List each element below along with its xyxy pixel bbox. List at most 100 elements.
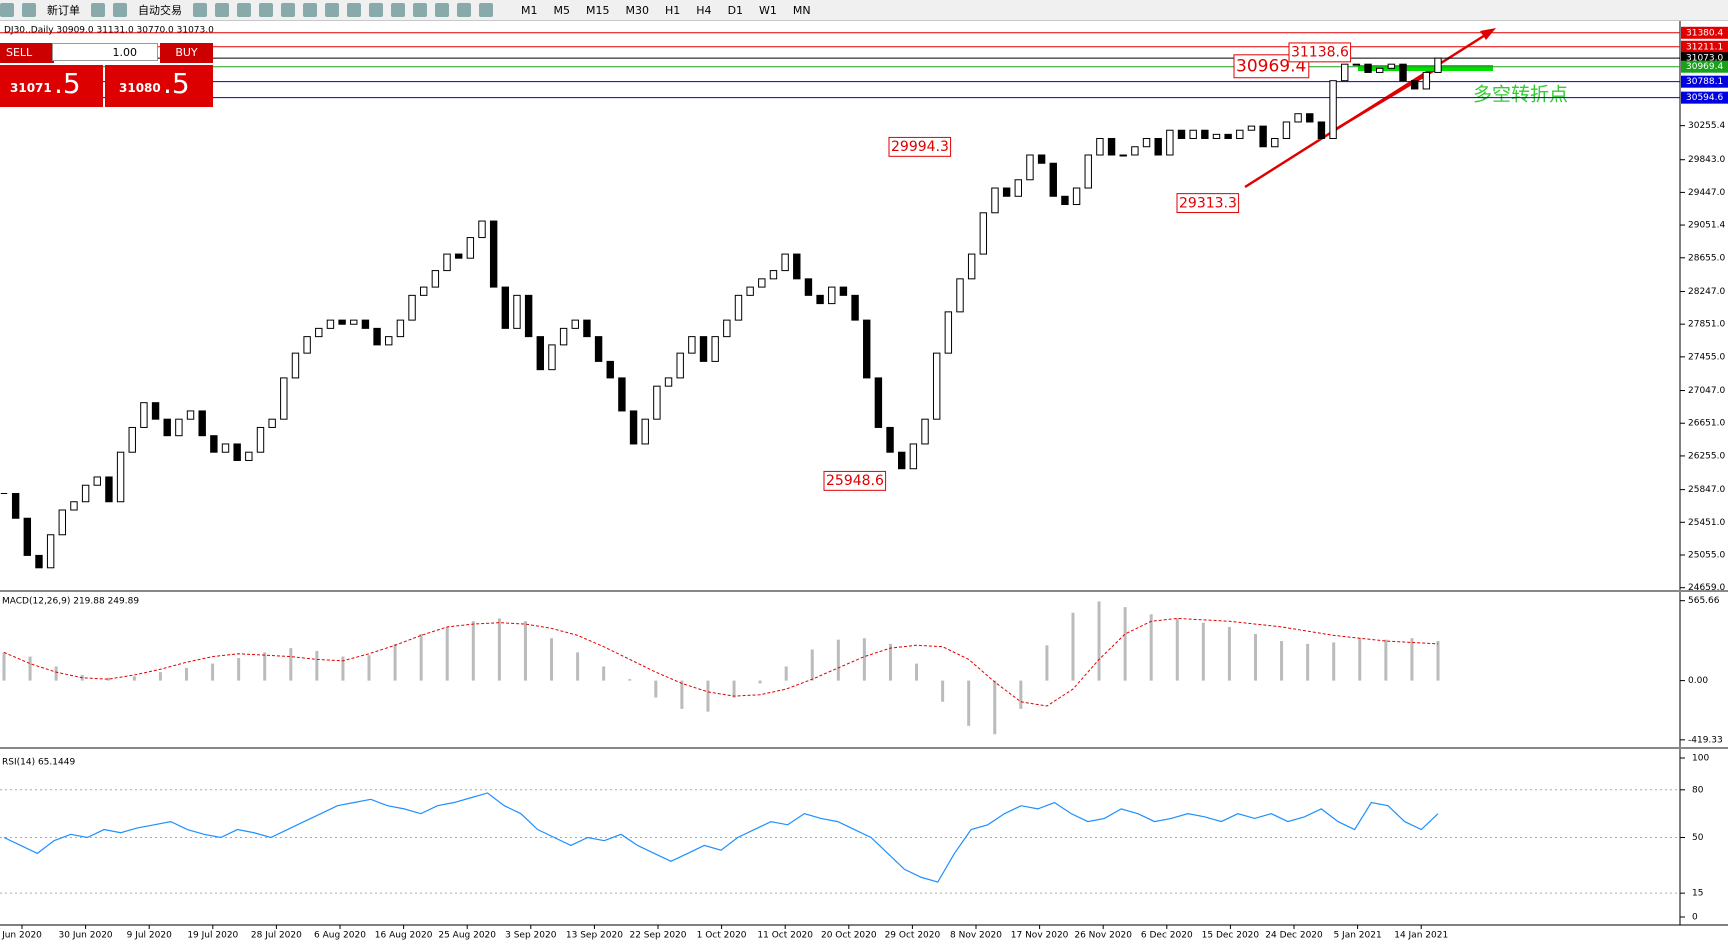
icon[interactable] xyxy=(369,3,383,17)
candle xyxy=(408,294,416,321)
price-annotation-box xyxy=(888,136,952,157)
icon[interactable] xyxy=(347,3,361,17)
candle xyxy=(338,319,346,325)
candle xyxy=(373,327,381,346)
candle xyxy=(1096,137,1104,156)
candle xyxy=(315,327,323,338)
lot-input[interactable]: 1.00 xyxy=(52,43,158,61)
candle xyxy=(466,237,475,259)
bid-frac: .5 xyxy=(54,67,81,100)
date-label: 3 Sep 2020 xyxy=(505,931,557,941)
candle xyxy=(921,418,929,445)
candle xyxy=(1376,67,1384,73)
auto-trade-button[interactable]: 自动交易 xyxy=(138,4,182,17)
candle xyxy=(210,435,218,453)
turning-point-label: 多空转折点 xyxy=(1473,84,1568,106)
candle xyxy=(128,426,136,453)
icon[interactable] xyxy=(193,3,207,17)
candle xyxy=(863,319,871,379)
candle xyxy=(140,402,148,428)
timeframe-button[interactable]: M15 xyxy=(586,3,610,17)
timeframe-button[interactable]: M1 xyxy=(521,3,538,17)
candle xyxy=(641,418,649,445)
icon[interactable] xyxy=(457,3,471,17)
chart: DJ30.,Daily 30909.0 31131.0 30770.0 3107… xyxy=(0,21,1728,945)
candle xyxy=(1364,63,1372,73)
macd-axis-label: 565.66 xyxy=(1688,596,1720,606)
date-label: 5 Jan 2021 xyxy=(1333,931,1381,941)
candle xyxy=(1224,133,1232,139)
candle xyxy=(1131,146,1139,156)
icon[interactable] xyxy=(391,3,405,17)
date-label: Jun 2020 xyxy=(1,931,42,941)
level-tag xyxy=(1681,26,1728,39)
level-label: 30969.4 xyxy=(1686,62,1723,72)
icon[interactable] xyxy=(281,3,295,17)
icon[interactable] xyxy=(435,3,449,17)
timeframe-button[interactable]: D1 xyxy=(727,3,744,17)
candle xyxy=(35,554,43,569)
candle xyxy=(501,286,510,329)
candle xyxy=(1061,195,1069,206)
price-label: 25847.0 xyxy=(1688,485,1725,495)
new-order-button[interactable]: 新订单 xyxy=(47,4,80,17)
icon[interactable] xyxy=(413,3,427,17)
candle xyxy=(991,187,999,214)
candle xyxy=(221,443,230,453)
candle xyxy=(303,336,311,354)
sell-button[interactable]: SELL xyxy=(0,43,54,63)
timeframe-button[interactable]: H1 xyxy=(665,3,681,17)
level-tag xyxy=(1681,52,1728,65)
timeframe-button[interactable]: M5 xyxy=(553,3,571,17)
arrowhead xyxy=(1480,28,1496,40)
price-annotation: 31138.6 xyxy=(1291,45,1349,61)
candle xyxy=(804,278,813,296)
candle xyxy=(1142,137,1151,148)
candle xyxy=(489,220,498,288)
buy-button[interactable]: BUY xyxy=(160,43,213,63)
candle xyxy=(851,294,859,321)
candle xyxy=(23,517,32,556)
ask-box[interactable]: 31080 .5 xyxy=(105,65,213,107)
icon[interactable] xyxy=(215,3,229,17)
candle xyxy=(198,410,206,437)
candle xyxy=(116,451,125,503)
icon[interactable] xyxy=(479,3,493,17)
candle xyxy=(758,278,766,288)
timeframe-button[interactable]: M30 xyxy=(625,3,650,17)
candle xyxy=(1410,80,1419,90)
date-label: 25 Aug 2020 xyxy=(438,931,496,941)
date-label: 16 Aug 2020 xyxy=(375,931,433,941)
icon[interactable] xyxy=(91,3,105,17)
candle xyxy=(1317,121,1326,139)
icon[interactable] xyxy=(325,3,339,17)
candle xyxy=(1026,154,1034,181)
candle xyxy=(245,451,253,461)
timeframe-button[interactable]: MN xyxy=(792,3,811,17)
macd-axis-label: -419.33 xyxy=(1688,735,1723,745)
timeframe-button[interactable]: W1 xyxy=(759,3,777,17)
icon[interactable] xyxy=(303,3,317,17)
candle xyxy=(664,377,673,387)
date-label: 6 Aug 2020 xyxy=(314,931,366,941)
candle xyxy=(816,294,824,305)
candle xyxy=(746,286,754,296)
bid-box[interactable]: 31071 .5 xyxy=(0,65,103,107)
candle xyxy=(1387,63,1396,69)
candle xyxy=(163,418,171,437)
rsi-axis-label: 50 xyxy=(1692,833,1704,843)
icon[interactable] xyxy=(113,3,127,17)
icon[interactable] xyxy=(0,3,14,17)
level-label: 30788.1 xyxy=(1686,77,1723,87)
candle xyxy=(1002,187,1011,197)
icon[interactable] xyxy=(237,3,251,17)
icon[interactable] xyxy=(259,3,273,17)
candle xyxy=(699,336,708,362)
candle xyxy=(70,501,78,511)
icon[interactable] xyxy=(22,3,36,17)
date-label: 15 Dec 2020 xyxy=(1202,931,1260,941)
candle xyxy=(524,294,533,338)
price-annotation: 25948.6 xyxy=(826,473,884,489)
timeframe-button[interactable]: H4 xyxy=(696,3,712,17)
candle xyxy=(1399,63,1407,82)
